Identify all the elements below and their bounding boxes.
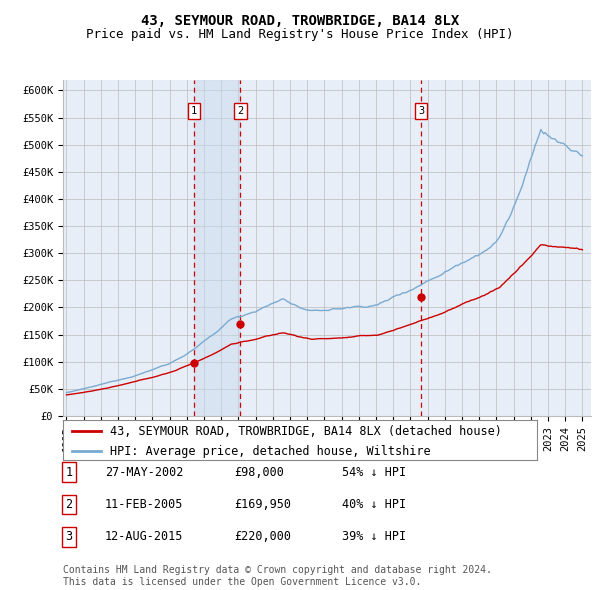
Text: £220,000: £220,000 (234, 530, 291, 543)
Text: £169,950: £169,950 (234, 498, 291, 511)
Text: 1: 1 (191, 106, 197, 116)
Text: 43, SEYMOUR ROAD, TROWBRIDGE, BA14 8LX: 43, SEYMOUR ROAD, TROWBRIDGE, BA14 8LX (141, 14, 459, 28)
Text: 27-MAY-2002: 27-MAY-2002 (105, 466, 184, 478)
Text: 11-FEB-2005: 11-FEB-2005 (105, 498, 184, 511)
Text: 43, SEYMOUR ROAD, TROWBRIDGE, BA14 8LX (detached house): 43, SEYMOUR ROAD, TROWBRIDGE, BA14 8LX (… (110, 425, 502, 438)
Text: 2: 2 (238, 106, 244, 116)
Text: 54% ↓ HPI: 54% ↓ HPI (342, 466, 406, 478)
Text: HPI: Average price, detached house, Wiltshire: HPI: Average price, detached house, Wilt… (110, 445, 431, 458)
Text: 1: 1 (65, 466, 73, 478)
Text: 3: 3 (65, 530, 73, 543)
Bar (194, 80, 241, 416)
Text: 40% ↓ HPI: 40% ↓ HPI (342, 498, 406, 511)
Text: 12-AUG-2015: 12-AUG-2015 (105, 530, 184, 543)
Text: 3: 3 (418, 106, 424, 116)
Text: Contains HM Land Registry data © Crown copyright and database right 2024.
This d: Contains HM Land Registry data © Crown c… (63, 565, 492, 587)
Text: 39% ↓ HPI: 39% ↓ HPI (342, 530, 406, 543)
Text: £98,000: £98,000 (234, 466, 284, 478)
Text: Price paid vs. HM Land Registry's House Price Index (HPI): Price paid vs. HM Land Registry's House … (86, 28, 514, 41)
Text: 2: 2 (65, 498, 73, 511)
